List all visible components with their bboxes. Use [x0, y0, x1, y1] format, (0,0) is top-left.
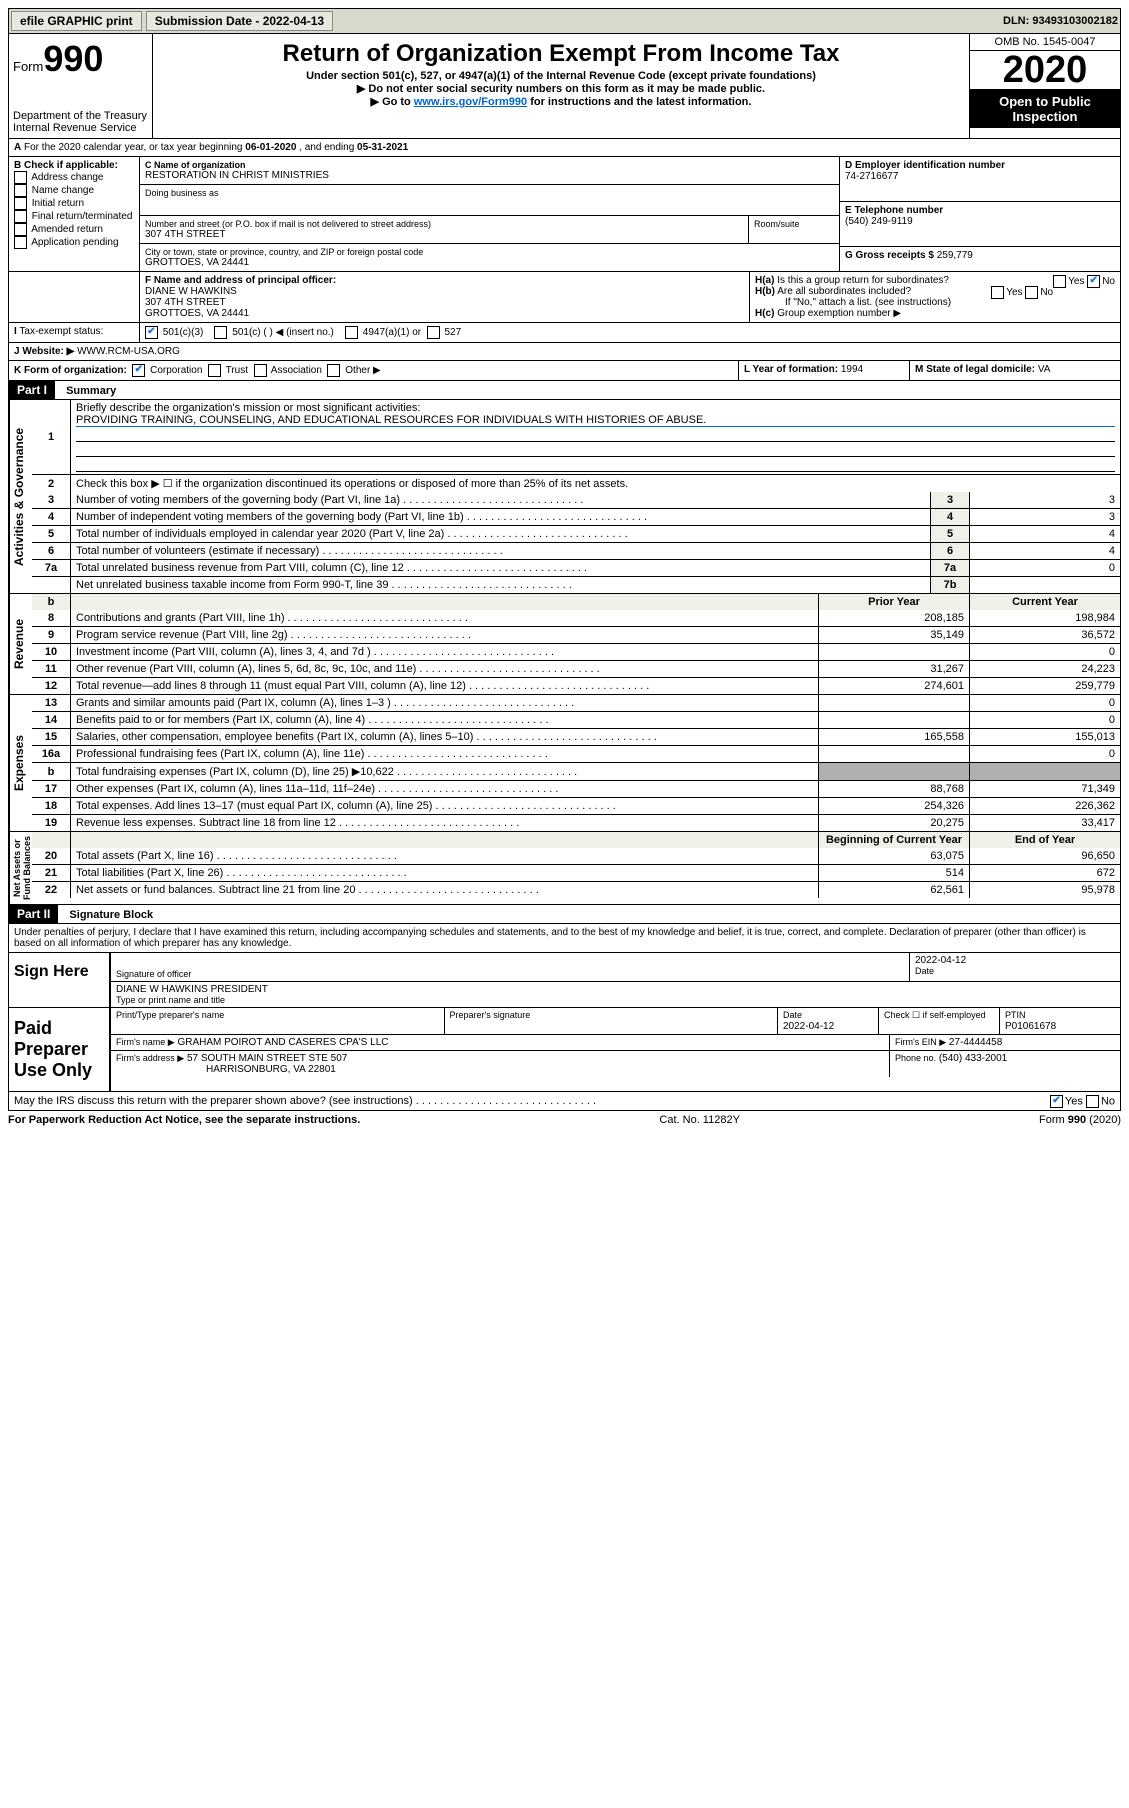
submission-date-button[interactable]: Submission Date - 2022-04-13 [146, 11, 333, 31]
form-org-row: K Form of organization: Corporation Trus… [8, 361, 1121, 381]
phone-value: (540) 249-9119 [845, 216, 1115, 227]
box-b-label: B Check if applicable: [14, 160, 134, 171]
hc-label: Group exemption number ▶ [777, 308, 901, 319]
identity-block: B Check if applicable: Address change Na… [8, 157, 1121, 272]
boxb-checkbox[interactable] [14, 197, 27, 210]
firm-addr2: HARRISONBURG, VA 22801 [116, 1064, 336, 1075]
preparer-phone: (540) 433-2001 [939, 1053, 1007, 1064]
penalties-text: Under penalties of perjury, I declare th… [9, 924, 1120, 952]
room-label: Room/suite [754, 219, 834, 229]
governance-label: Activities & Governance [9, 400, 32, 593]
ein-value: 74-2716677 [845, 171, 1115, 182]
dba-label: Doing business as [145, 188, 834, 198]
part1-heading: Summary [58, 385, 116, 397]
footer-right: Form 990 (2020) [1039, 1114, 1121, 1126]
expenses-section: Expenses 13Grants and similar amounts pa… [8, 695, 1121, 832]
phone-label: E Telephone number [845, 205, 1115, 216]
ha-no-checkbox[interactable] [1087, 275, 1100, 288]
revenue-section: Revenue b Prior Year Current Year 8Contr… [8, 594, 1121, 695]
gross-label: G Gross receipts $ [845, 250, 934, 261]
website-row: J Website: ▶ WWW.RCM-USA.ORG [8, 343, 1121, 361]
expenses-label: Expenses [9, 695, 32, 831]
boxb-checkbox[interactable] [14, 171, 27, 184]
officer-typed-name: DIANE W HAWKINS PRESIDENT [116, 984, 1115, 995]
period-row: A For the 2020 calendar year, or tax yea… [8, 139, 1121, 157]
assoc-checkbox[interactable] [254, 364, 267, 377]
officer-name: DIANE W HAWKINS [145, 286, 744, 297]
part2-badge: Part II [9, 905, 58, 923]
sig-date: 2022-04-12 [915, 955, 1115, 966]
line2-text: Check this box ▶ ☐ if the organization d… [71, 475, 1121, 493]
hb-note: If "No," attach a list. (see instruction… [755, 297, 1115, 308]
form-subtitle: Under section 501(c), 527, or 4947(a)(1)… [161, 70, 961, 82]
org-name-label: C Name of organization [145, 160, 834, 170]
firm-ein: 27-4444458 [949, 1037, 1002, 1048]
ha-yes-checkbox[interactable] [1053, 275, 1066, 288]
other-checkbox[interactable] [327, 364, 340, 377]
dln-label: DLN: 93493103002182 [1003, 15, 1118, 27]
form-header: Form990 Department of the Treasury Inter… [8, 34, 1121, 139]
ptin-value: P01061678 [1005, 1021, 1056, 1032]
top-bar: efile GRAPHIC print Submission Date - 20… [8, 8, 1121, 34]
form-number: Form990 [13, 38, 148, 80]
tax-year: 2020 [970, 51, 1120, 90]
trust-checkbox[interactable] [208, 364, 221, 377]
part1-badge: Part I [9, 381, 55, 399]
footer-mid: Cat. No. 11282Y [659, 1114, 740, 1126]
city-value: GROTTOES, VA 24441 [145, 257, 834, 268]
governance-section: Activities & Governance 1 Briefly descri… [8, 400, 1121, 594]
org-name: RESTORATION IN CHRIST MINISTRIES [145, 170, 834, 181]
boxb-checkbox[interactable] [14, 236, 27, 249]
addr-label: Number and street (or P.O. box if mail i… [145, 219, 743, 229]
boxb-checkbox[interactable] [14, 223, 27, 236]
city-label: City or town, state or province, country… [145, 247, 834, 257]
officer-addr1: 307 4TH STREET [145, 297, 744, 308]
discuss-no-checkbox[interactable] [1086, 1095, 1099, 1108]
netassets-label: Net Assets orFund Balances [9, 832, 32, 904]
officer-label: F Name and address of principal officer: [145, 275, 744, 286]
part2-heading: Signature Block [61, 909, 153, 921]
revenue-label: Revenue [9, 594, 32, 694]
mission-text: PROVIDING TRAINING, COUNSELING, AND EDUC… [76, 414, 1115, 427]
ein-label: D Employer identification number [845, 160, 1115, 171]
officer-block: F Name and address of principal officer:… [8, 272, 1121, 323]
firm-name: GRAHAM POIROT AND CASERES CPA'S LLC [177, 1037, 388, 1048]
discuss-yes-checkbox[interactable] [1050, 1095, 1063, 1108]
hb-yes-checkbox[interactable] [991, 286, 1004, 299]
gross-value: 259,779 [937, 250, 973, 261]
website-value: WWW.RCM-USA.ORG [77, 346, 180, 357]
501c-checkbox[interactable] [214, 326, 227, 339]
domicile-state: VA [1038, 364, 1051, 375]
sign-here-label: Sign Here [9, 953, 109, 1007]
hb-no-checkbox[interactable] [1025, 286, 1038, 299]
ha-label: Is this a group return for subordinates? [777, 275, 949, 286]
corp-checkbox[interactable] [132, 364, 145, 377]
officer-addr2: GROTTOES, VA 24441 [145, 308, 744, 319]
dept-label: Department of the Treasury Internal Reve… [13, 110, 148, 134]
4947-checkbox[interactable] [345, 326, 358, 339]
year-formation: 1994 [841, 364, 863, 375]
tax-status-row: I Tax-exempt status: 501(c)(3) 501(c) ( … [8, 323, 1121, 343]
footer-left: For Paperwork Reduction Act Notice, see … [8, 1114, 360, 1126]
boxb-checkbox[interactable] [14, 184, 27, 197]
netassets-section: Net Assets orFund Balances Beginning of … [8, 832, 1121, 905]
firm-addr1: 57 SOUTH MAIN STREET STE 507 [187, 1053, 347, 1064]
boxb-checkbox[interactable] [14, 210, 27, 223]
ssn-note: Do not enter social security numbers on … [161, 82, 961, 95]
527-checkbox[interactable] [427, 326, 440, 339]
instructions-note: Go to www.irs.gov/Form990 for instructio… [161, 95, 961, 108]
paid-preparer-label: Paid Preparer Use Only [9, 1008, 109, 1091]
form-title: Return of Organization Exempt From Incom… [161, 40, 961, 68]
501c3-checkbox[interactable] [145, 326, 158, 339]
discuss-text: May the IRS discuss this return with the… [14, 1095, 413, 1107]
open-public-badge: Open to Public Inspection [970, 90, 1120, 128]
street-address: 307 4TH STREET [145, 229, 743, 240]
hb-label: Are all subordinates included? [777, 286, 911, 297]
efile-button[interactable]: efile GRAPHIC print [11, 11, 142, 31]
instructions-link[interactable]: www.irs.gov/Form990 [414, 96, 527, 108]
